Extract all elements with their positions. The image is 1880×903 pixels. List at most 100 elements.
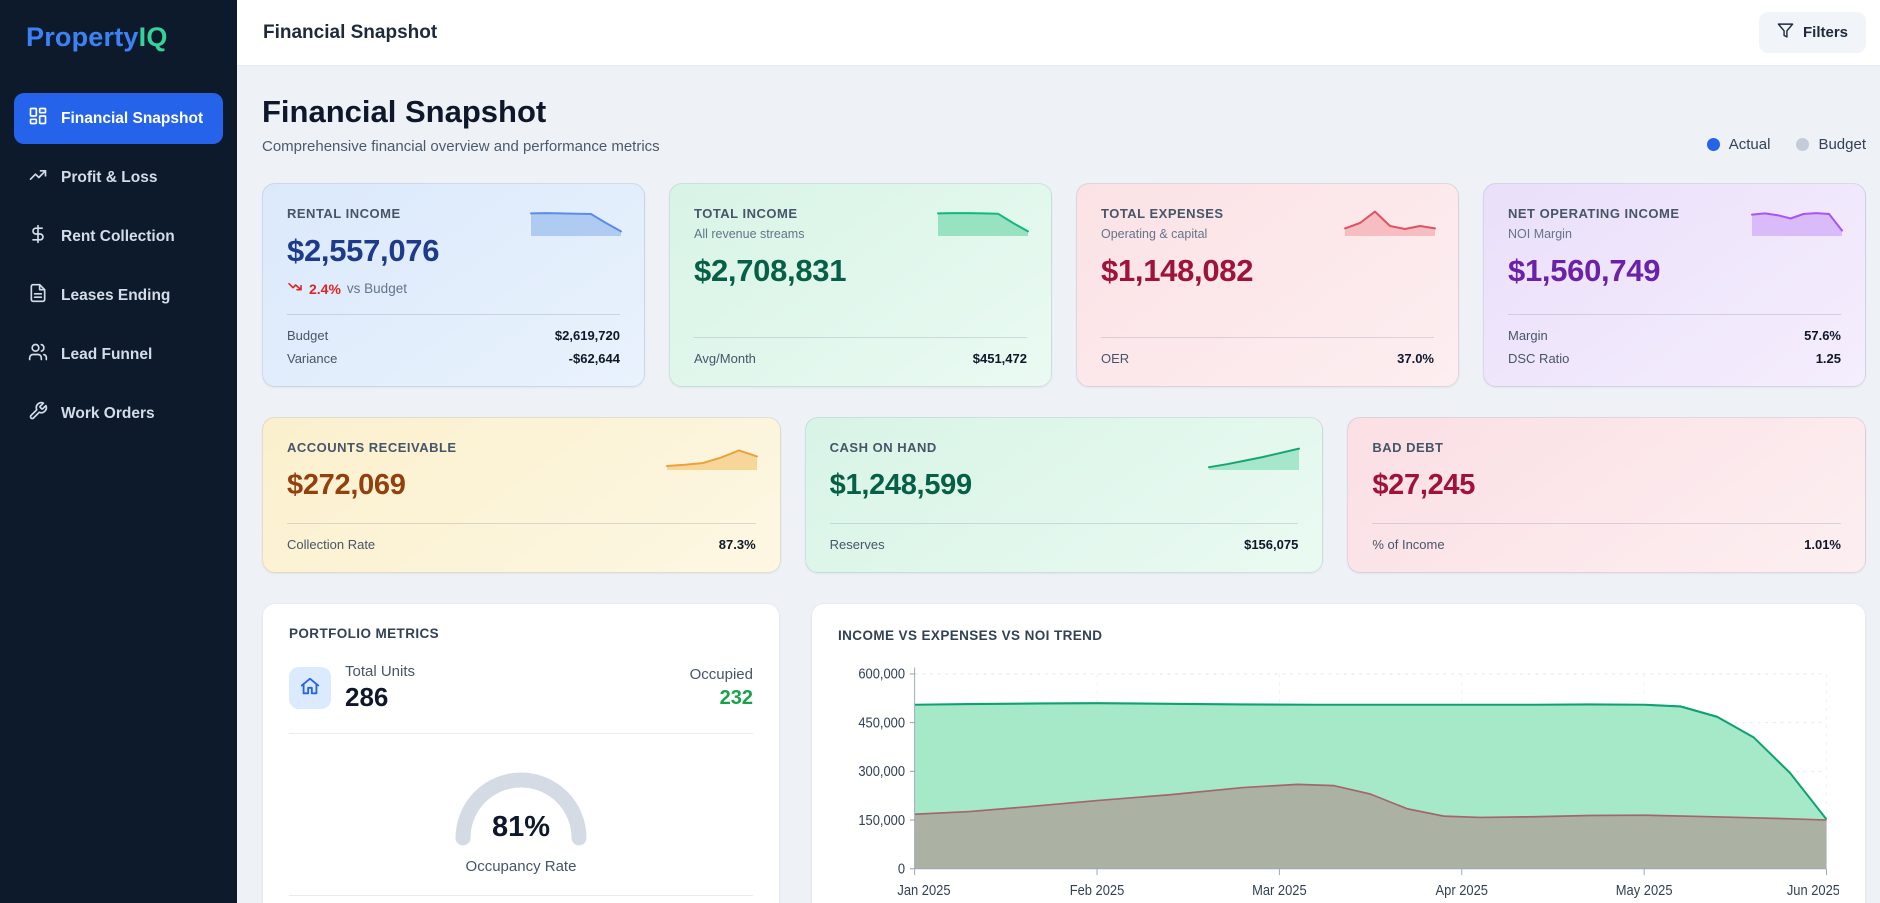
card-detail-rows: Budget $2,619,720 Variance -$62,644: [287, 314, 620, 370]
legend-budget-label: Budget: [1818, 136, 1866, 153]
occupied-label: Occupied: [689, 666, 753, 683]
kpi-card-total-income: TOTAL INCOME All revenue streams $2,708,…: [669, 183, 1052, 387]
card-value: $272,069: [287, 469, 406, 501]
document-icon: [28, 283, 48, 308]
wrench-icon: [28, 401, 48, 426]
units-row: Total Units 286 Occupied 232: [289, 663, 753, 713]
row-value: 1.25: [1815, 351, 1841, 366]
card-title: CASH ON HAND: [829, 440, 937, 455]
page-title: Financial Snapshot: [262, 94, 547, 129]
cash-on-hand-sparkline: [1208, 447, 1301, 470]
legend-budget-dot: [1796, 138, 1810, 151]
card-title: TOTAL EXPENSES: [1101, 206, 1224, 221]
detail-row-dsc-ratio: DSC Ratio 1.25: [1508, 347, 1841, 370]
card-subtitle: Operating & capital: [1101, 227, 1208, 241]
change-suffix: vs Budget: [346, 281, 407, 296]
trend-chart-card: INCOME VS EXPENSES VS NOI TREND 0 150,000…: [811, 603, 1866, 903]
legend-actual[interactable]: Actual: [1706, 136, 1771, 153]
row-label: Collection Rate: [287, 537, 376, 552]
topbar-title: Financial Snapshot: [263, 21, 438, 43]
sidebar-item-label: Leases Ending: [61, 286, 171, 304]
card-title: ACCOUNTS RECEIVABLE: [287, 440, 457, 455]
card-value: $1,560,749: [1508, 253, 1661, 288]
row-label: Variance: [287, 351, 338, 366]
card-bad-debt: BAD DEBT $27,245 % of Income 1.01%: [1347, 417, 1866, 573]
gauge-value: 81%: [492, 811, 550, 843]
card-value: $2,557,076: [287, 233, 440, 268]
sidebar-item-leases-ending[interactable]: Leases Ending: [14, 270, 223, 321]
svg-text:Apr 2025: Apr 2025: [1436, 883, 1488, 899]
card-subtitle: All revenue streams: [694, 227, 805, 241]
card-detail-rows: Margin 57.6% DSC Ratio 1.25: [1508, 314, 1841, 370]
row-value: 57.6%: [1804, 328, 1841, 343]
card-detail-rows: Avg/Month $451,472: [694, 337, 1027, 370]
row-value: 37.0%: [1397, 351, 1434, 366]
sidebar-item-financial-snapshot[interactable]: Financial Snapshot: [14, 93, 223, 144]
card-change: 2.4% vs Budget: [287, 279, 620, 298]
divider: [289, 733, 753, 734]
portfolio-title: PORTFOLIO METRICS: [289, 626, 440, 641]
kpi-card-rental-income: RENTAL INCOME $2,557,076 2.4% vs Budget …: [262, 183, 645, 387]
detail-row-oer: OER 37.0%: [1101, 347, 1434, 370]
sidebar-item-lead-funnel[interactable]: Lead Funnel: [14, 329, 223, 380]
row-label: % of Income: [1372, 537, 1445, 552]
home-icon: [299, 675, 321, 702]
sidebar-item-label: Lead Funnel: [61, 345, 153, 363]
filters-button-label: Filters: [1802, 24, 1848, 41]
users-icon: [28, 342, 48, 367]
sidebar-item-rent-collection[interactable]: Rent Collection: [14, 211, 223, 262]
sidebar-item-work-orders[interactable]: Work Orders: [14, 388, 223, 439]
filters-button[interactable]: Filters: [1758, 12, 1866, 53]
row-value: $451,472: [972, 351, 1027, 366]
card-cash-on-hand: CASH ON HAND $1,248,599 Reserves $156,07…: [804, 417, 1324, 573]
row-label: Avg/Month: [694, 351, 756, 366]
legend-actual-label: Actual: [1728, 136, 1771, 153]
row-label: Reserves: [829, 537, 885, 552]
brand-logo: PropertyIQ: [0, 22, 237, 53]
sidebar-item-label: Rent Collection: [61, 227, 175, 245]
sidebar: PropertyIQ Financial Snapshot Profit & L…: [0, 0, 237, 903]
card-value: $1,148,082: [1101, 253, 1254, 288]
accounts-receivable-sparkline: [665, 449, 758, 470]
page-head: Financial Snapshot Comprehensive financi…: [262, 94, 1866, 155]
detail-row-collection-rate: Collection Rate 87.3%: [287, 533, 756, 556]
card-value: $2,708,831: [694, 253, 847, 288]
kpi-card-row: RENTAL INCOME $2,557,076 2.4% vs Budget …: [262, 183, 1866, 387]
bottom-row: PORTFOLIO METRICS Total Units 286: [262, 603, 1866, 903]
noi-sparkline: [1751, 212, 1843, 236]
trending-down-icon: [287, 279, 303, 298]
svg-text:600,000: 600,000: [858, 666, 905, 682]
page-subtitle: Comprehensive financial overview and per…: [262, 138, 660, 155]
row-label: OER: [1101, 351, 1130, 366]
card-title: BAD DEBT: [1372, 440, 1444, 455]
svg-text:0: 0: [898, 861, 906, 877]
sidebar-item-profit-loss[interactable]: Profit & Loss: [14, 152, 223, 203]
svg-text:Feb 2025: Feb 2025: [1070, 883, 1125, 899]
svg-text:Jan 2025: Jan 2025: [897, 883, 950, 899]
total-income-sparkline: [937, 212, 1029, 236]
main-column: Financial Snapshot Filters Financial Sna…: [237, 0, 1880, 903]
rental-income-sparkline: [530, 212, 622, 236]
total-units-value: 286: [345, 682, 389, 712]
series-legend: Actual Budget: [1706, 136, 1866, 155]
detail-row-avg-month: Avg/Month $451,472: [694, 347, 1027, 370]
row-label: Margin: [1508, 328, 1548, 343]
row-value: 87.3%: [718, 537, 756, 552]
legend-budget[interactable]: Budget: [1796, 136, 1866, 153]
trending-up-icon: [28, 165, 48, 190]
home-icon-box: [289, 667, 331, 709]
detail-row-pct-of-income: % of Income 1.01%: [1372, 533, 1841, 556]
card-title: RENTAL INCOME: [287, 206, 401, 221]
trend-chart[interactable]: 0 150,000 300,000 450,000 600,000 Jan 2025 Feb…: [838, 657, 1839, 903]
sidebar-nav: Financial Snapshot Profit & Loss Rent Co…: [0, 93, 237, 439]
svg-text:450,000: 450,000: [858, 715, 905, 731]
brand-part1: Property: [26, 22, 139, 52]
kpi-card-net-operating-income: NET OPERATING INCOME NOI Margin $1,560,7…: [1483, 183, 1866, 387]
page-content: Financial Snapshot Comprehensive financi…: [237, 66, 1880, 903]
occupancy-gauge: 81% Occupancy Rate: [289, 760, 753, 875]
card-value: $1,248,599: [829, 469, 972, 501]
occupied-value: 232: [719, 687, 753, 709]
row-value: -$62,644: [568, 351, 620, 366]
card-accounts-receivable: ACCOUNTS RECEIVABLE $272,069 Collection …: [262, 417, 781, 573]
